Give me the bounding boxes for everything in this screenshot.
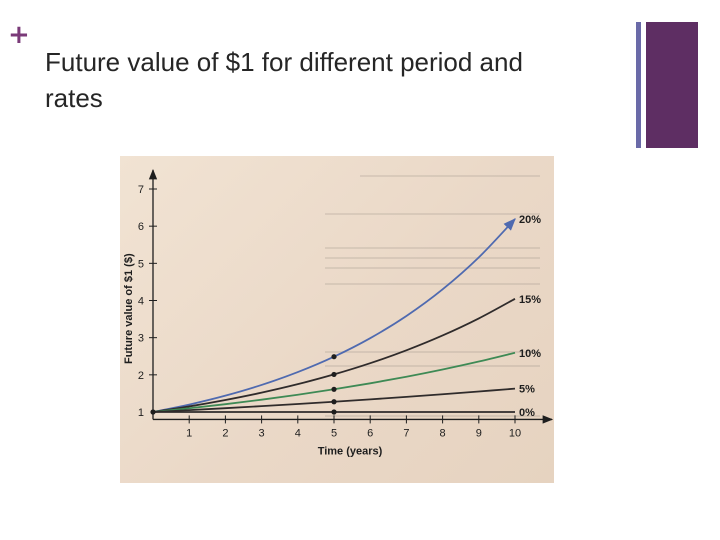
data-point-marker bbox=[331, 409, 337, 415]
series-end-label: 5% bbox=[519, 384, 535, 396]
x-axis-label: Time (years) bbox=[318, 445, 383, 457]
x-tick-label: 5 bbox=[331, 427, 337, 439]
series-end-label: 0% bbox=[519, 407, 535, 419]
y-tick-label: 7 bbox=[138, 184, 144, 196]
x-tick-label: 2 bbox=[222, 427, 228, 439]
tick-group: 1 2 3 4 5 6 7 1 2 3 4 5 6 7 8 9 10 bbox=[138, 184, 521, 439]
slide-title-line-2: rates bbox=[45, 83, 103, 113]
x-tick-label: 1 bbox=[186, 427, 192, 439]
y-tick-label: 5 bbox=[138, 258, 144, 270]
slide-title: Future value of $1 for different period … bbox=[45, 44, 605, 116]
y-axis-label: Future value of $1 ($) bbox=[123, 253, 135, 364]
x-tick-label: 8 bbox=[440, 427, 446, 439]
series-end-label: 15% bbox=[519, 294, 541, 306]
y-tick-label: 4 bbox=[138, 296, 144, 308]
data-point-marker bbox=[331, 399, 337, 405]
origin-point bbox=[150, 409, 156, 415]
axes bbox=[148, 168, 554, 424]
x-tick-label: 7 bbox=[403, 427, 409, 439]
slide-title-line-1: Future value of $1 for different period … bbox=[45, 47, 523, 77]
series-group: 20% 15% 10% 5% 0% bbox=[150, 214, 541, 419]
y-tick-label: 1 bbox=[138, 407, 144, 419]
y-tick-label: 2 bbox=[138, 370, 144, 382]
plus-icon: + bbox=[8, 20, 30, 50]
series-end-label: 20% bbox=[519, 214, 541, 226]
accent-bar-block bbox=[646, 22, 698, 148]
faded-background-print bbox=[325, 175, 540, 417]
chart-photo: 1 2 3 4 5 6 7 1 2 3 4 5 6 7 8 9 10 20% 15% 10% 5% 0% Time (y… bbox=[120, 156, 554, 483]
data-point-marker bbox=[331, 386, 337, 392]
y-tick-label: 6 bbox=[138, 221, 144, 233]
future-value-chart: 1 2 3 4 5 6 7 1 2 3 4 5 6 7 8 9 10 20% 15% 10% 5% 0% Time (y… bbox=[123, 168, 554, 457]
data-point-marker bbox=[331, 354, 337, 360]
accent-bar-thin bbox=[636, 22, 641, 148]
x-tick-label: 10 bbox=[509, 427, 521, 439]
x-tick-label: 9 bbox=[476, 427, 482, 439]
x-tick-label: 6 bbox=[367, 427, 373, 439]
y-tick-label: 3 bbox=[138, 333, 144, 345]
series-end-label: 10% bbox=[519, 348, 541, 360]
data-point-marker bbox=[331, 371, 337, 378]
x-tick-label: 3 bbox=[259, 427, 265, 439]
x-tick-label: 4 bbox=[295, 427, 301, 439]
